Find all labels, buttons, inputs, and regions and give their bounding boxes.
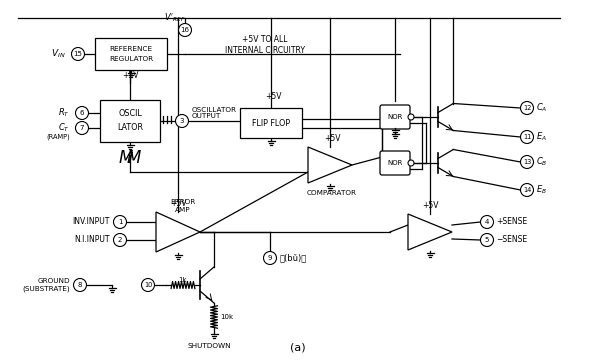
Text: −: − — [164, 217, 174, 231]
Text: +5V: +5V — [422, 201, 438, 210]
Text: (RAMP): (RAMP) — [46, 134, 70, 140]
Text: 16: 16 — [181, 27, 190, 33]
Text: +5V: +5V — [170, 199, 186, 208]
Text: (a): (a) — [290, 343, 306, 353]
Circle shape — [263, 252, 277, 265]
Text: $\mathit{M\!\!M}$: $\mathit{M\!\!M}$ — [117, 149, 142, 167]
Text: 1: 1 — [118, 219, 122, 225]
Text: NOR: NOR — [387, 114, 403, 120]
Circle shape — [73, 278, 86, 291]
Text: +5V: +5V — [324, 134, 340, 143]
Text: 10: 10 — [144, 282, 152, 288]
Circle shape — [178, 23, 191, 36]
Text: 4: 4 — [485, 219, 489, 225]
Text: 3: 3 — [180, 118, 184, 124]
Text: ERROR
AMP: ERROR AMP — [170, 200, 195, 213]
Bar — [95, 38, 167, 70]
Text: +5V: +5V — [265, 92, 281, 101]
Circle shape — [113, 234, 126, 247]
Text: 2: 2 — [118, 237, 122, 243]
Circle shape — [480, 234, 493, 247]
Text: REFERENCE: REFERENCE — [110, 46, 153, 52]
Circle shape — [72, 48, 85, 61]
Circle shape — [480, 216, 493, 229]
Text: $E_B$: $E_B$ — [536, 184, 547, 196]
Text: +: + — [317, 153, 327, 163]
Text: LATOR: LATOR — [117, 123, 143, 132]
Circle shape — [520, 183, 533, 196]
Text: 7: 7 — [80, 125, 84, 131]
Text: 5: 5 — [485, 237, 489, 243]
Bar — [240, 108, 302, 138]
Text: 15: 15 — [73, 51, 82, 57]
Text: 6: 6 — [80, 110, 84, 116]
Text: REGULATOR: REGULATOR — [109, 56, 153, 62]
Text: GROUND
(SUBSTRATE): GROUND (SUBSTRATE) — [23, 278, 70, 292]
Text: 1k: 1k — [179, 277, 187, 283]
Text: FLIP FLOP: FLIP FLOP — [252, 118, 290, 127]
Text: SHUTDOWN: SHUTDOWN — [187, 343, 231, 349]
Text: +: + — [164, 235, 173, 245]
Circle shape — [141, 278, 154, 291]
Polygon shape — [156, 212, 200, 252]
Polygon shape — [408, 214, 452, 250]
Text: OSCIL: OSCIL — [118, 109, 142, 118]
Circle shape — [113, 216, 126, 229]
Bar — [100, 100, 160, 142]
Text: +5V TO ALL
INTERNAL CIRCUITRY: +5V TO ALL INTERNAL CIRCUITRY — [225, 35, 305, 55]
Circle shape — [408, 114, 414, 120]
FancyBboxPatch shape — [380, 105, 410, 129]
Text: +5V: +5V — [122, 71, 138, 80]
Text: 14: 14 — [523, 187, 531, 193]
Text: 8: 8 — [77, 282, 82, 288]
Circle shape — [520, 156, 533, 169]
Text: 12: 12 — [523, 105, 531, 111]
Text: NOR: NOR — [387, 160, 403, 166]
Text: N.I.INPUT: N.I.INPUT — [74, 235, 110, 244]
Circle shape — [520, 130, 533, 144]
FancyBboxPatch shape — [380, 151, 410, 175]
Text: $C_T$: $C_T$ — [58, 122, 70, 134]
Text: $E_A$: $E_A$ — [536, 131, 547, 143]
Text: $C_B$: $C_B$ — [536, 156, 548, 168]
Polygon shape — [308, 147, 352, 183]
Circle shape — [76, 106, 88, 119]
Text: $R_T$: $R_T$ — [58, 107, 70, 119]
Text: $C_A$: $C_A$ — [536, 102, 548, 114]
Text: 10k: 10k — [220, 314, 233, 320]
Text: +: + — [417, 220, 427, 230]
Circle shape — [520, 101, 533, 114]
Text: 13: 13 — [523, 159, 531, 165]
Text: $\it{V'_{REF}}$: $\it{V'_{REF}}$ — [164, 12, 186, 24]
Text: OSCILLATOR
OUTPUT: OSCILLATOR OUTPUT — [192, 106, 237, 119]
Text: −: − — [417, 232, 427, 245]
Text: −: − — [316, 165, 327, 178]
Text: −SENSE: −SENSE — [496, 235, 527, 244]
Text: $\it{V}_{IN}$: $\it{V}_{IN}$ — [51, 48, 66, 60]
Circle shape — [175, 114, 188, 127]
Circle shape — [408, 160, 414, 166]
Text: +SENSE: +SENSE — [496, 217, 527, 226]
Text: 補(bǔ)償: 補(bǔ)償 — [280, 253, 308, 262]
Text: CL: CL — [429, 227, 439, 236]
Text: 9: 9 — [268, 255, 272, 261]
Text: COMPARATOR: COMPARATOR — [307, 190, 357, 196]
Text: 11: 11 — [523, 134, 531, 140]
Circle shape — [76, 122, 88, 135]
Text: INV.INPUT: INV.INPUT — [73, 217, 110, 226]
